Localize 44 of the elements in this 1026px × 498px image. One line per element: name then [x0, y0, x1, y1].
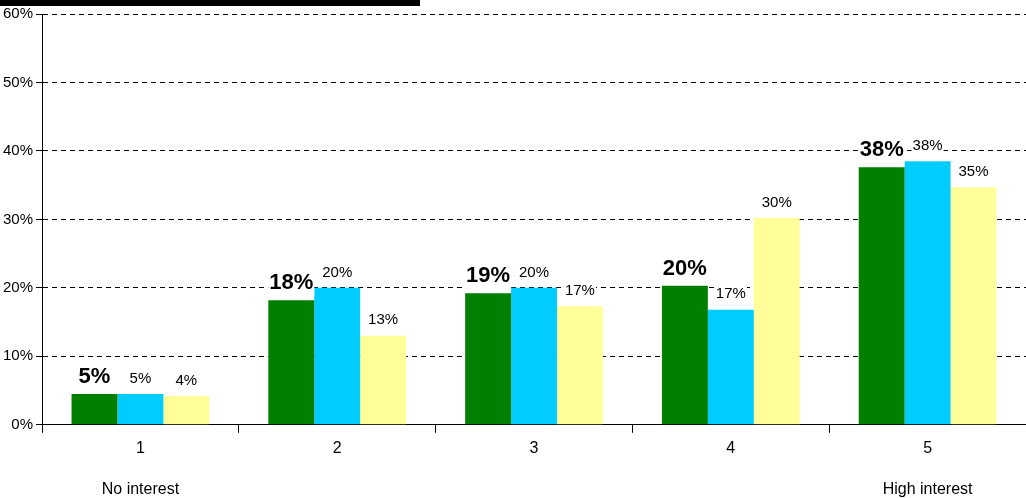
y-tick-label: 50%: [2, 72, 34, 90]
bar: [117, 393, 164, 425]
y-tick-label: 40%: [2, 141, 34, 159]
data-label: 20%: [662, 254, 707, 280]
y-tick-label: 30%: [2, 209, 34, 227]
bar: [511, 287, 557, 425]
data-label: 30%: [761, 192, 792, 210]
x-tick-label: 2: [332, 438, 342, 456]
bar: [950, 187, 997, 425]
data-label: 17%: [715, 284, 746, 302]
data-label: 20%: [519, 262, 550, 280]
bar: [707, 309, 754, 425]
y-tick-label: 10%: [2, 346, 34, 364]
data-label: 5%: [78, 363, 111, 389]
text: No interest: [101, 480, 180, 497]
bar: [661, 285, 708, 425]
bar: [314, 287, 361, 425]
x-tick-label: 4: [726, 438, 736, 456]
bar: [268, 300, 315, 425]
data-label: 19%: [466, 262, 511, 288]
bar: [904, 161, 951, 425]
bar: [360, 335, 407, 425]
y-tick-label: 60%: [2, 4, 34, 22]
data-label: 18%: [269, 269, 314, 295]
x-tick-label: 3: [529, 438, 539, 456]
text: High interest: [882, 480, 974, 497]
y-tick-label: 20%: [2, 278, 34, 296]
bar: [858, 167, 905, 425]
bar: [556, 306, 603, 425]
data-label: 17%: [564, 280, 595, 298]
data-label: 5%: [129, 368, 152, 386]
x-tick-label: 1: [135, 438, 145, 456]
bar: [71, 393, 118, 425]
data-label: 35%: [958, 161, 989, 179]
data-label: 13%: [368, 310, 399, 328]
y-tick-label: 0%: [11, 414, 34, 432]
data-label: 38%: [859, 136, 904, 162]
data-label: 20%: [322, 262, 353, 280]
bar: [465, 293, 512, 425]
data-label: 4%: [175, 370, 198, 388]
x-tick-label: 5: [923, 438, 933, 456]
bar: [753, 218, 800, 425]
data-label: 38%: [912, 135, 943, 153]
bar: [163, 396, 210, 425]
